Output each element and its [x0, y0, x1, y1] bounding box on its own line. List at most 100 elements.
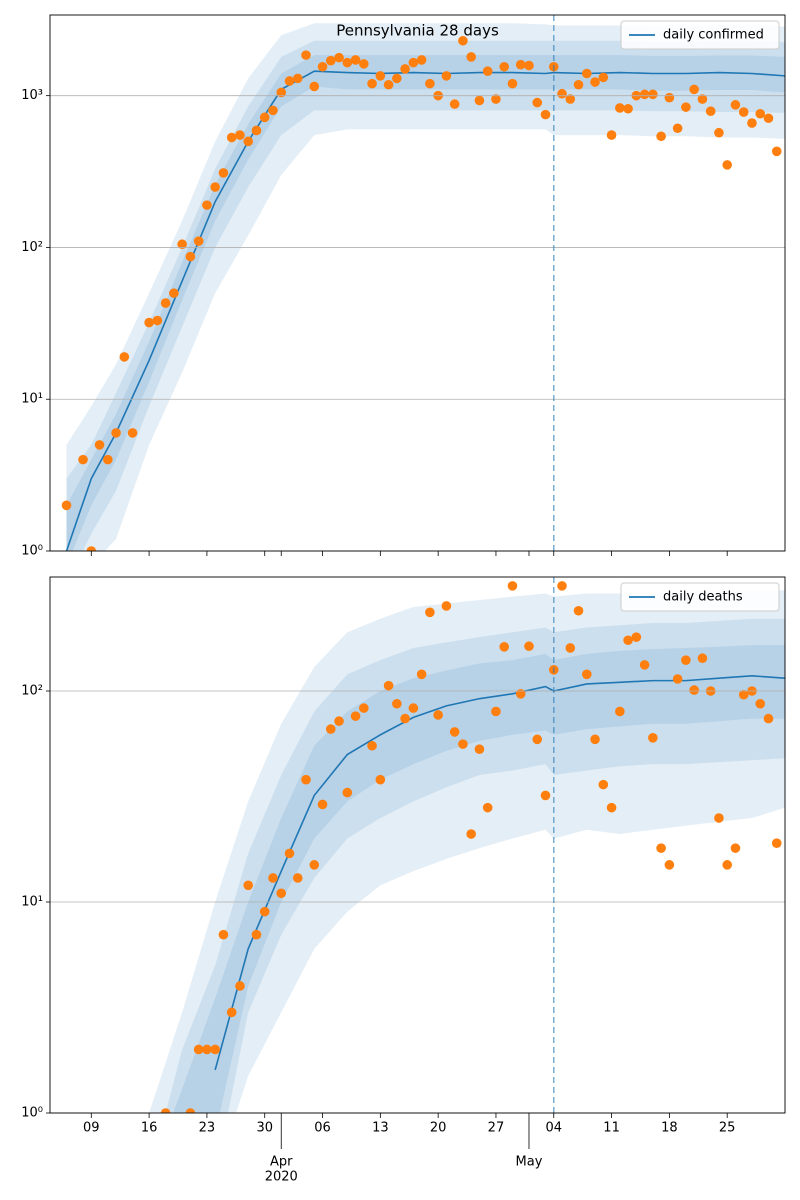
data-point	[606, 130, 617, 140]
x-tick-label: 20	[430, 1121, 447, 1136]
data-point	[359, 59, 369, 69]
y-tick-label: 10¹	[21, 392, 43, 407]
data-point	[375, 71, 386, 81]
data-point	[400, 64, 410, 74]
y-tick-label: 10⁰	[21, 544, 43, 559]
legend-box	[620, 20, 780, 50]
axes-frame	[49, 14, 786, 552]
confidence-band	[149, 590, 785, 1113]
legend-label: daily deaths	[663, 590, 743, 605]
data-point	[705, 106, 716, 117]
data-point	[615, 103, 625, 113]
data-point	[350, 55, 361, 65]
data-point	[581, 68, 592, 79]
plot-area	[61, 23, 785, 551]
y-tick-label: 10⁰	[21, 1106, 43, 1121]
data-point	[466, 52, 476, 62]
data-point	[325, 724, 336, 734]
data-point	[425, 78, 435, 89]
data-point	[317, 61, 328, 72]
data-point	[606, 802, 617, 813]
data-point	[160, 1108, 171, 1113]
data-point	[738, 689, 749, 700]
x-tick-label: 09	[83, 1121, 100, 1136]
data-point	[491, 94, 501, 104]
data-point	[664, 860, 675, 870]
confidence-band	[165, 618, 785, 1113]
data-point	[218, 168, 229, 178]
data-point	[507, 78, 518, 89]
y-tick-label: 10²	[21, 684, 43, 699]
data-point	[375, 774, 386, 785]
data-point	[581, 669, 592, 680]
fit-line	[214, 675, 785, 1071]
data-point	[565, 94, 576, 104]
data-point	[507, 581, 518, 591]
data-point	[722, 860, 732, 870]
data-point	[226, 132, 237, 143]
legend-box	[620, 582, 780, 612]
data-point	[408, 57, 419, 68]
data-point	[590, 77, 600, 87]
data-point	[416, 55, 427, 65]
data-point	[540, 109, 551, 120]
data-point	[259, 906, 270, 917]
data-point	[202, 200, 212, 210]
data-point	[309, 81, 320, 92]
data-point	[474, 744, 485, 754]
data-point	[681, 655, 691, 665]
x-tick-label: 06	[314, 1121, 331, 1136]
data-point	[268, 873, 278, 883]
data-point	[425, 607, 435, 618]
data-point	[251, 125, 262, 136]
data-point	[218, 929, 229, 940]
data-point	[689, 685, 699, 695]
x-tick-label: 30	[256, 1121, 273, 1136]
data-point	[697, 653, 708, 664]
data-point	[747, 118, 757, 128]
data-point	[185, 1108, 196, 1113]
x-month-label: Apr	[270, 1155, 293, 1170]
data-point	[714, 813, 724, 823]
x-tick-label: 25	[719, 1121, 736, 1136]
data-point	[152, 315, 163, 326]
data-point	[648, 733, 658, 743]
x-tick-label: 18	[661, 1121, 678, 1136]
data-point	[416, 669, 427, 680]
data-point	[557, 88, 567, 99]
x-tick-label: 27	[488, 1121, 505, 1136]
data-point	[722, 160, 732, 170]
data-point	[94, 440, 105, 450]
confidence-band	[173, 645, 785, 1113]
data-point	[61, 500, 72, 511]
data-point	[210, 1044, 220, 1055]
data-point	[210, 182, 220, 192]
data-point	[458, 739, 468, 749]
data-point	[714, 127, 724, 138]
data-point	[367, 78, 377, 89]
data-point	[598, 72, 609, 83]
data-point	[119, 352, 130, 362]
data-point	[169, 288, 179, 298]
data-point	[771, 838, 782, 848]
data-point	[235, 981, 245, 991]
data-point	[309, 860, 320, 870]
data-point	[276, 888, 287, 899]
data-point	[532, 734, 543, 745]
data-point	[474, 95, 485, 106]
data-point	[482, 802, 493, 813]
data-point	[359, 703, 369, 713]
data-point	[226, 1007, 237, 1018]
data-point	[160, 298, 171, 308]
data-point	[144, 317, 154, 328]
data-point	[656, 843, 666, 853]
data-point	[78, 454, 88, 465]
data-point	[466, 829, 476, 839]
data-point	[383, 680, 394, 691]
data-point	[631, 632, 642, 642]
data-point	[301, 50, 311, 60]
data-point	[681, 102, 691, 112]
data-point	[392, 698, 402, 709]
data-point	[524, 641, 534, 652]
